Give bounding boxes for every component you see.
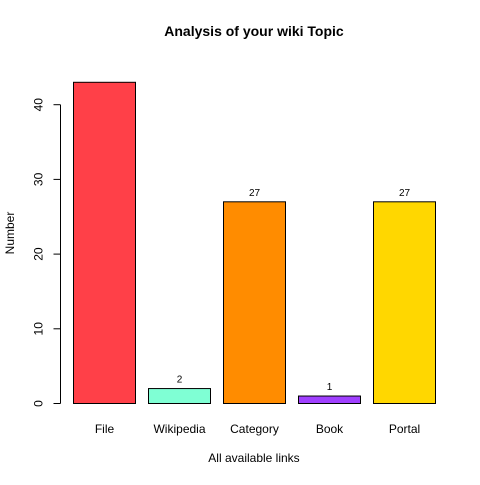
bar-category: [223, 201, 286, 404]
y-tick-label: 40: [32, 98, 46, 112]
bar-file: [73, 81, 136, 404]
y-tick-label: 30: [32, 172, 46, 186]
y-axis: 0 10 20 30 40: [32, 98, 61, 407]
data-label-category: 27: [249, 188, 261, 199]
bars-group: [73, 81, 436, 404]
x-axis-label: All available links: [208, 451, 299, 465]
data-label-book: 1: [327, 382, 333, 393]
data-label-wikipedia: 2: [177, 375, 183, 386]
x-tick-label-category: Category: [230, 422, 279, 436]
x-tick-label-wikipedia: Wikipedia: [153, 422, 205, 436]
x-tick-label-file: File: [95, 422, 115, 436]
y-tick-label: 10: [32, 322, 46, 336]
x-tick-labels-group: File Wikipedia Category Book Portal: [95, 422, 420, 436]
bar-portal: [373, 201, 436, 404]
y-axis-label: Number: [3, 212, 17, 255]
x-tick-label-portal: Portal: [389, 422, 420, 436]
bar-wikipedia: [148, 388, 211, 404]
chart-title: Analysis of your wiki Topic: [164, 23, 344, 39]
y-tick-label: 0: [32, 400, 46, 407]
data-label-portal: 27: [399, 188, 411, 199]
bar-book: [298, 395, 361, 404]
data-labels-group: 2 27 1 27: [177, 188, 411, 393]
y-tick-label: 20: [32, 247, 46, 261]
x-tick-label-book: Book: [316, 422, 344, 436]
